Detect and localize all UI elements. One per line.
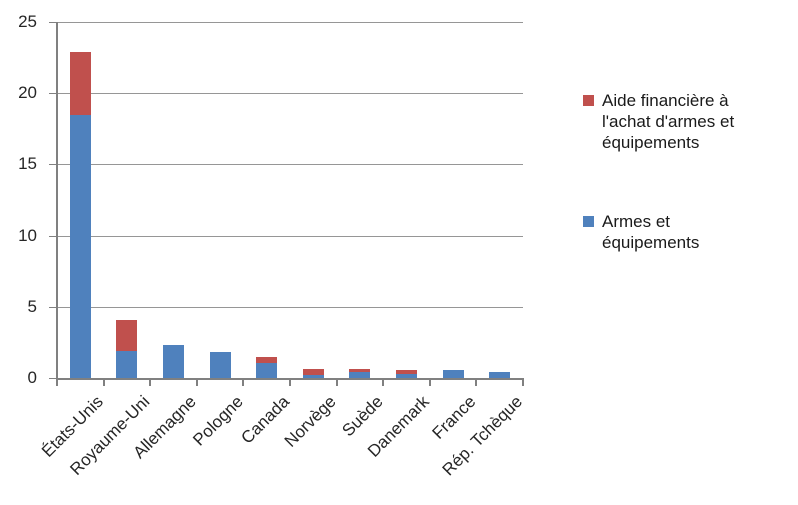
legend-label-armes: Armes et équipements bbox=[602, 212, 700, 252]
y-axis-tick bbox=[49, 22, 57, 23]
x-axis-tick bbox=[56, 380, 58, 386]
legend-item-armes: Armes et équipements bbox=[583, 211, 752, 253]
y-tick-label: 10 bbox=[18, 225, 37, 245]
legend-label-aide: Aide financière à l'achat d'armes et équ… bbox=[602, 91, 735, 152]
bar-stack bbox=[349, 22, 371, 378]
gridline bbox=[57, 93, 523, 95]
bar-segment bbox=[116, 319, 138, 351]
bar-stack bbox=[256, 22, 278, 378]
gridline bbox=[57, 306, 523, 308]
y-axis-tick bbox=[49, 93, 57, 95]
y-tick-label: 5 bbox=[27, 296, 37, 316]
bar-stack bbox=[209, 22, 231, 378]
bar-segment bbox=[69, 51, 91, 115]
legend-swatch-blue-icon bbox=[583, 216, 594, 227]
y-tick-label: 20 bbox=[18, 83, 37, 103]
gridline bbox=[57, 22, 523, 23]
y-axis-line bbox=[56, 22, 58, 380]
plot-area bbox=[57, 22, 523, 378]
y-axis-tick bbox=[49, 378, 57, 379]
bar-segment bbox=[209, 351, 231, 378]
bar-segment bbox=[442, 370, 464, 378]
legend-item-aide: Aide financière à l'achat d'armes et équ… bbox=[583, 90, 752, 153]
x-axis-tick bbox=[289, 380, 291, 386]
bar-stack bbox=[116, 22, 138, 378]
bar-stack bbox=[163, 22, 184, 378]
bar-stack bbox=[442, 22, 464, 378]
bar-segment bbox=[256, 357, 278, 364]
bar-stack bbox=[302, 22, 324, 378]
y-tick-label: 0 bbox=[27, 368, 37, 387]
bar-stack bbox=[396, 22, 417, 378]
x-axis-tick bbox=[195, 380, 198, 386]
x-category-label: Pologne bbox=[188, 392, 247, 450]
bar-segment bbox=[349, 372, 371, 378]
x-axis-tick bbox=[522, 380, 524, 386]
y-axis-tick bbox=[49, 306, 57, 308]
x-axis-line bbox=[56, 378, 524, 380]
bar-segment bbox=[489, 372, 511, 378]
gridline bbox=[57, 235, 523, 237]
x-axis-tick bbox=[102, 380, 105, 386]
y-tick-label: 15 bbox=[18, 154, 37, 174]
legend-swatch-red-icon bbox=[583, 95, 594, 106]
x-axis-tick bbox=[242, 380, 245, 386]
x-axis-tick bbox=[335, 380, 338, 386]
y-axis-tick bbox=[49, 164, 57, 166]
y-tick-label: 25 bbox=[18, 12, 37, 31]
x-axis-tick bbox=[382, 380, 385, 386]
bar-segment bbox=[302, 368, 324, 376]
bar-segment bbox=[163, 345, 184, 378]
x-axis-tick bbox=[475, 380, 478, 386]
bar-segment bbox=[349, 369, 371, 373]
x-axis-tick bbox=[149, 380, 152, 386]
y-axis-tick bbox=[49, 235, 57, 237]
bar-segment bbox=[396, 373, 417, 378]
legend: Aide financière à l'achat d'armes et équ… bbox=[583, 0, 783, 505]
bar-segment bbox=[256, 363, 278, 378]
bar-segment bbox=[302, 375, 324, 378]
gridline bbox=[57, 164, 523, 166]
bar-segment bbox=[69, 114, 91, 378]
bar-segment bbox=[116, 350, 138, 378]
bar-stack bbox=[489, 22, 511, 378]
x-axis-tick bbox=[428, 380, 431, 386]
bar-segment bbox=[396, 370, 417, 374]
bar-stack bbox=[69, 22, 91, 378]
